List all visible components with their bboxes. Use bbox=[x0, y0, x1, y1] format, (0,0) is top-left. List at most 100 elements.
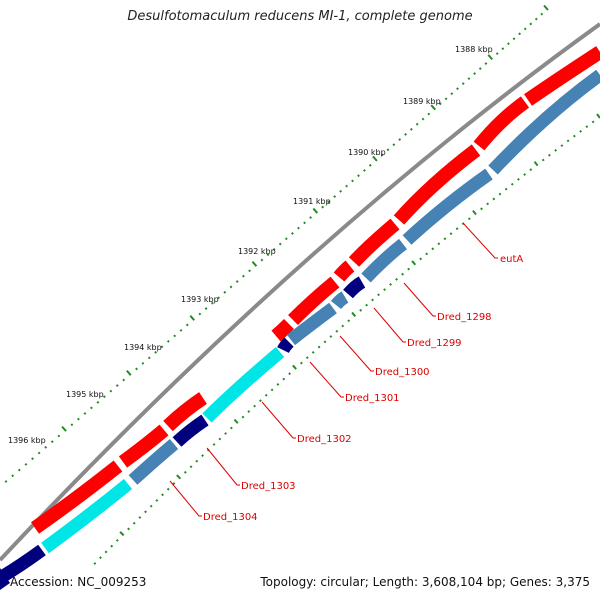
leader-line bbox=[206, 447, 240, 486]
scale-tick bbox=[110, 544, 114, 548]
scale-tick bbox=[404, 132, 407, 136]
scale-tick bbox=[351, 179, 354, 183]
leader-line bbox=[339, 335, 374, 372]
reverse-cds-block bbox=[128, 439, 179, 485]
reverse-cds-block bbox=[488, 69, 600, 175]
scale-tick bbox=[523, 173, 527, 176]
scale-tick bbox=[498, 192, 502, 196]
outer-tick-marks bbox=[4, 4, 549, 483]
forward-cds-block bbox=[393, 144, 481, 225]
scale-tick bbox=[210, 301, 214, 305]
scale-tick bbox=[518, 32, 522, 36]
scale-tick bbox=[487, 54, 493, 61]
scale-tick bbox=[253, 404, 257, 408]
kbp-label: 1393 kbp bbox=[181, 295, 219, 304]
leader-line bbox=[261, 401, 296, 439]
leader-line bbox=[373, 307, 406, 343]
scale-tick bbox=[431, 247, 435, 251]
scale-tick bbox=[473, 72, 477, 76]
genome-backbone bbox=[0, 22, 600, 562]
forward-strand-cds bbox=[30, 46, 600, 534]
gene-label: Dred_1302 bbox=[297, 434, 352, 445]
scale-tick bbox=[377, 293, 380, 297]
reverse-cds-block bbox=[361, 238, 408, 283]
scale-tick bbox=[217, 296, 221, 300]
scale-tick bbox=[309, 216, 313, 219]
scale-tick bbox=[161, 493, 164, 497]
scale-tick bbox=[311, 350, 315, 354]
forward-cds-block bbox=[524, 46, 600, 106]
scale-tick bbox=[455, 227, 459, 231]
reverse-cds-block bbox=[277, 337, 294, 354]
scale-tick bbox=[31, 457, 34, 461]
scale-tick bbox=[357, 174, 360, 178]
scale-tick bbox=[372, 155, 378, 162]
scale-tick bbox=[272, 247, 276, 251]
forward-cds-block bbox=[473, 96, 530, 151]
scale-tick bbox=[389, 283, 392, 286]
scale-tick bbox=[517, 177, 520, 181]
scale-tick bbox=[299, 361, 303, 365]
scale-tick bbox=[102, 395, 106, 399]
map-title: Desulfotomaculum reducens MI-1, complete… bbox=[127, 9, 473, 24]
scale-tick bbox=[566, 139, 570, 143]
scale-tick bbox=[591, 120, 595, 124]
scale-tick bbox=[484, 62, 488, 66]
scale-tick bbox=[229, 426, 233, 430]
scale-tick bbox=[155, 499, 159, 502]
scale-tick bbox=[166, 487, 170, 491]
scale-tick bbox=[467, 217, 471, 221]
scale-tick bbox=[359, 308, 363, 312]
scale-tick bbox=[115, 384, 119, 387]
scale-tick bbox=[401, 272, 404, 276]
scale-tick bbox=[223, 290, 227, 294]
scale-tick bbox=[183, 470, 187, 474]
gene-label: eutA bbox=[500, 254, 523, 265]
scale-tick bbox=[501, 47, 505, 51]
kbp-label: 1396 kbp bbox=[8, 436, 46, 445]
scale-tick bbox=[195, 459, 199, 463]
scale-tick bbox=[312, 207, 319, 214]
kbp-label: 1395 kbp bbox=[66, 390, 104, 399]
scale-tick bbox=[241, 415, 245, 419]
kbp-label: 1389 kbp bbox=[403, 97, 441, 106]
scale-tick bbox=[533, 161, 539, 167]
scale-tick bbox=[96, 400, 100, 404]
scale-tick bbox=[288, 372, 292, 376]
scale-tick bbox=[61, 425, 67, 432]
kbp-label: 1391 kbp bbox=[293, 197, 331, 206]
scale-tick bbox=[154, 350, 158, 354]
reverse-cds-block bbox=[330, 291, 349, 310]
forward-cds-block bbox=[163, 392, 207, 432]
scale-tick bbox=[456, 87, 459, 91]
scale-tick bbox=[17, 468, 21, 472]
scale-tick bbox=[365, 303, 369, 307]
scale-tick bbox=[437, 242, 441, 246]
scale-tick bbox=[333, 195, 337, 198]
scale-tick bbox=[409, 127, 413, 131]
forward-cds-block bbox=[118, 424, 169, 468]
scale-tick bbox=[534, 17, 538, 21]
scale-tick bbox=[122, 378, 126, 382]
scale-tick bbox=[317, 345, 321, 349]
scale-tick bbox=[90, 406, 93, 410]
scale-tick bbox=[44, 445, 48, 449]
scale-tick bbox=[321, 205, 325, 209]
scale-tick bbox=[495, 52, 499, 56]
scale-tick bbox=[147, 356, 151, 360]
scale-tick bbox=[172, 482, 176, 485]
scale-tick bbox=[419, 257, 423, 261]
scale-tick bbox=[278, 242, 282, 246]
scale-tick bbox=[179, 328, 183, 332]
scale-tick bbox=[138, 516, 142, 519]
scale-tick bbox=[11, 474, 15, 478]
scale-tick bbox=[57, 434, 61, 438]
kbp-label: 1392 kbp bbox=[238, 247, 276, 256]
scale-tick bbox=[461, 82, 465, 86]
scale-tick bbox=[329, 335, 333, 338]
gene-label: Dred_1303 bbox=[241, 481, 296, 492]
reverse-cds-block bbox=[41, 478, 133, 554]
scale-tick bbox=[529, 22, 533, 26]
forward-cds-block bbox=[30, 460, 123, 534]
scale-tick bbox=[579, 129, 582, 133]
